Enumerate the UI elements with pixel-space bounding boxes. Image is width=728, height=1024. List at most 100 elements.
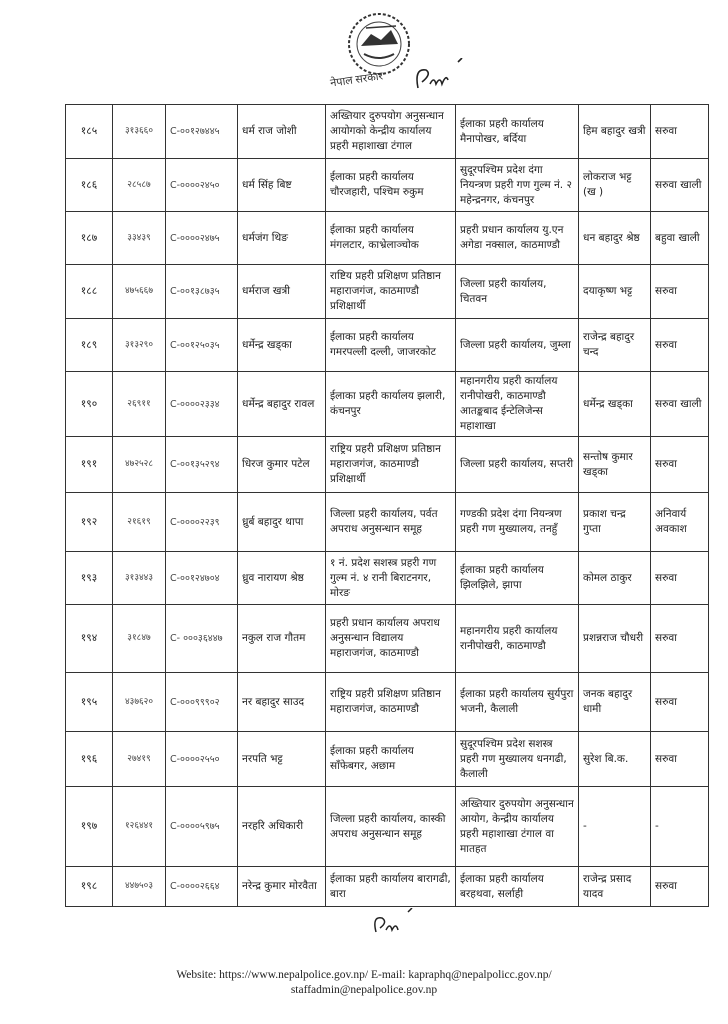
- serial-number: १९४: [65, 604, 113, 673]
- current-office: ईलाका प्रहरी कार्यालय चौरजहारी, पश्चिम र…: [325, 158, 456, 212]
- remark: सरुवा: [650, 264, 709, 319]
- current-office: राष्ट्रिय प्रहरी प्रशिक्षण प्रतिष्ठान मह…: [325, 436, 456, 493]
- code-number: C-००१२५०३५: [165, 318, 238, 372]
- serial-number: १९५: [65, 672, 113, 732]
- serial-number: १८५: [65, 104, 113, 159]
- footer: Website: https://www.nepalpolice.gov.np/…: [0, 968, 728, 998]
- serial-number: १९७: [65, 786, 113, 867]
- remark: अनिवार्य अवकाश: [650, 492, 709, 552]
- personnel-number: १२६४४१: [112, 786, 166, 867]
- remark: बहुवा खाली: [650, 211, 709, 265]
- personnel-number: ४४७५०३: [112, 866, 166, 907]
- current-office: ईलाका प्रहरी कार्यालय बारागढी, बारा: [325, 866, 456, 907]
- transfer-office: प्रहरी प्रधान कार्यालय यु.एन अगेडा नक्सा…: [455, 211, 579, 265]
- remark: सरुवा: [650, 672, 709, 732]
- employee-name: धर्मराज खत्री: [237, 264, 326, 319]
- serial-number: १८९: [65, 318, 113, 372]
- current-office: ईलाका प्रहरी कार्यालय साँफेबगर, अछाम: [325, 731, 456, 787]
- table-row: १९८ ४४७५०३ C-००००२६६४ नरेन्द्र कुमार मोरवैत…: [65, 866, 709, 907]
- transfer-office: जिल्ला प्रहरी कार्यालय, चितवन: [455, 264, 579, 319]
- personnel-number: ४७२५२८: [112, 436, 166, 493]
- personnel-number: ३१३४४३: [112, 551, 166, 605]
- personnel-number: ३१३२९०: [112, 318, 166, 372]
- table-row: १९५ ४३७६२० C-०००९९९०२ नर बहादुर साउद राष्ट्र…: [65, 672, 709, 732]
- personnel-number: ३३४३९: [112, 211, 166, 265]
- serial-number: १९६: [65, 731, 113, 787]
- transfer-office: जिल्ला प्रहरी कार्यालय, सप्तरी: [455, 436, 579, 493]
- employee-name: धर्मजंग थिङ: [237, 211, 326, 265]
- replacement-name: लोकराज भट्ट (ख ): [578, 158, 651, 212]
- employee-name: ध्रुर्ब बहादुर थापा: [237, 492, 326, 552]
- remark: सरुवा: [650, 604, 709, 673]
- personnel-number: २१६१९: [112, 492, 166, 552]
- current-office: अख्तियार दुरुपयोग अनुसन्धान आयोगको केन्द…: [325, 104, 456, 159]
- remark: -: [650, 786, 709, 867]
- table-row: १९२ २१६१९ C-००००२२३९ ध्रुर्ब बहादुर थापा जिल…: [65, 492, 709, 552]
- footer-email-line: staffadmin@nepalpolice.gov.np: [290, 984, 438, 996]
- replacement-name: राजेन्द्र बहादुर चन्द: [578, 318, 651, 372]
- code-number: C-०००९९९०२: [165, 672, 238, 732]
- table-row: १८६ २८५८७ C-००००२४५० धर्म सिंह बिष्ट ईलाका प…: [65, 158, 709, 212]
- transfer-office: जिल्ला प्रहरी कार्यालय, जुम्ला: [455, 318, 579, 372]
- replacement-name: प्रकाश चन्द्र गुप्ता: [578, 492, 651, 552]
- replacement-name: दयाकृष्ण भट्ट: [578, 264, 651, 319]
- current-office: १ नं. प्रदेश सशस्त्र प्रहरी गण गुल्म नं.…: [325, 551, 456, 605]
- transfer-table: १८५ ३१३६६० C-००१२७४४५ धर्म राज जोशी अख्तियार…: [65, 104, 709, 907]
- current-office: जिल्ला प्रहरी कार्यालय, कास्की अपराध अनु…: [325, 786, 456, 867]
- replacement-name: सन्तोष कुमार खड्का: [578, 436, 651, 493]
- employee-name: नरपति भट्ट: [237, 731, 326, 787]
- serial-number: १९२: [65, 492, 113, 552]
- current-office: जिल्ला प्रहरी कार्यालय, पर्वत अपराध अनुस…: [325, 492, 456, 552]
- current-office: ईलाका प्रहरी कार्यालय झलारी, कंचनपुर: [325, 371, 456, 437]
- personnel-number: २६९११: [112, 371, 166, 437]
- current-office: ईलाका प्रहरी कार्यालय गमरपल्ली दल्ली, जा…: [325, 318, 456, 372]
- remark: सरुवा खाली: [650, 158, 709, 212]
- transfer-office: ईलाका प्रहरी कार्यालय सुर्यपुरा भजनी, कै…: [455, 672, 579, 732]
- remark: सरुवा: [650, 731, 709, 787]
- replacement-name: हिम बहादुर खत्री: [578, 104, 651, 159]
- replacement-name: जनक बहादुर धामी: [578, 672, 651, 732]
- code-number: C-००१२४७०४: [165, 551, 238, 605]
- code-number: C-००१२७४४५: [165, 104, 238, 159]
- employee-name: नरेन्द्र कुमार मोरवैता: [237, 866, 326, 907]
- transfer-office: ईलाका प्रहरी कार्यालय बरहथवा, सर्लाही: [455, 866, 579, 907]
- code-number: C-००००२२३९: [165, 492, 238, 552]
- serial-number: १९८: [65, 866, 113, 907]
- transfer-office: गण्डकी प्रदेश दंगा नियन्त्रण प्रहरी गण म…: [455, 492, 579, 552]
- code-number: C-००००२६६४: [165, 866, 238, 907]
- table-row: १९१ ४७२५२८ C-००१३५२९४ धिरज कुमार पटेल राष्ट्…: [65, 436, 709, 493]
- current-office: राष्टिय प्रहरी प्रशिक्षण प्रतिष्ठान महार…: [325, 264, 456, 319]
- table-row: १८९ ३१३२९० C-००१२५०३५ धर्मेन्द्र खड्का ईलाका…: [65, 318, 709, 372]
- serial-number: १८६: [65, 158, 113, 212]
- table-row: १९७ १२६४४१ C-००००५९७५ नरहरि अधिकारी जिल्ला प…: [65, 786, 709, 867]
- transfer-office: ईलाका प्रहरी कार्यालय झिलझिले, झापा: [455, 551, 579, 605]
- government-seal-emblem: [348, 13, 410, 75]
- signature-top: [416, 58, 463, 89]
- signature-bottom: [374, 908, 413, 933]
- serial-number: १९१: [65, 436, 113, 493]
- code-number: C-००००२४५०: [165, 158, 238, 212]
- replacement-name: धर्मेन्द्र खड्का: [578, 371, 651, 437]
- remark: सरुवा: [650, 104, 709, 159]
- personnel-number: ४३७६२०: [112, 672, 166, 732]
- employee-name: नरहरि अधिकारी: [237, 786, 326, 867]
- table-row: १९३ ३१३४४३ C-००१२४७०४ ध्रुव नारायण श्रेष्ठ १…: [65, 551, 709, 605]
- remark: सरुवा: [650, 318, 709, 372]
- employee-name: धर्म राज जोशी: [237, 104, 326, 159]
- personnel-number: २७४१९: [112, 731, 166, 787]
- serial-number: १८७: [65, 211, 113, 265]
- replacement-name: राजेन्द्र प्रसाद यादव: [578, 866, 651, 907]
- personnel-number: ३१८४७: [112, 604, 166, 673]
- remark: सरुवा: [650, 551, 709, 605]
- table-row: १८७ ३३४३९ C-००००२४७५ धर्मजंग थिङ ईलाका प्रहर…: [65, 211, 709, 265]
- serial-number: १९०: [65, 371, 113, 437]
- table-row: १९४ ३१८४७ C- ०००३६४४७ नकुल राज गौतम प्रहरी प…: [65, 604, 709, 673]
- employee-name: नर बहादुर साउद: [237, 672, 326, 732]
- transfer-office: सुदूरपश्चिम प्रदेश सशस्त्र प्रहरी गण मुख…: [455, 731, 579, 787]
- replacement-name: प्रशन्नराज चौधरी: [578, 604, 651, 673]
- transfer-office: महानगरीय प्रहरी कार्यालय रानीपोखरी, काठम…: [455, 371, 579, 437]
- employee-name: धर्म सिंह बिष्ट: [237, 158, 326, 212]
- code-number: C-००००२४७५: [165, 211, 238, 265]
- transfer-office: सुदूरपश्चिम प्रदेश दंगा नियन्त्रण प्रहरी…: [455, 158, 579, 212]
- remark: सरुवा खाली: [650, 371, 709, 437]
